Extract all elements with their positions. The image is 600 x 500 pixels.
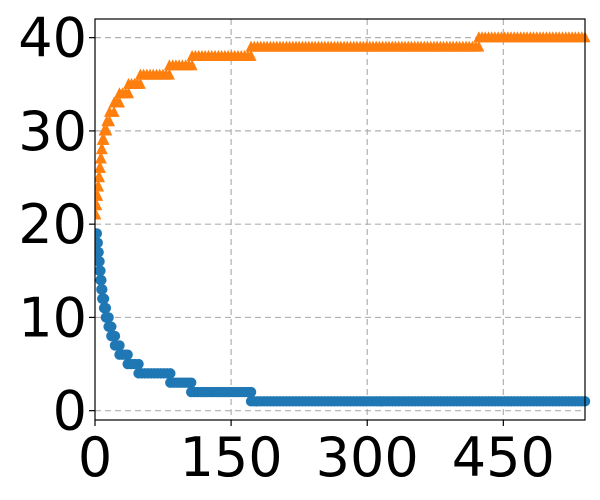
- data-point: [97, 284, 108, 295]
- series-0-circle-markers: [95, 228, 591, 407]
- series-layer: [95, 31, 591, 407]
- grid: [95, 19, 585, 420]
- data-point: [95, 171, 106, 183]
- data-point: [123, 87, 135, 99]
- data-point: [114, 340, 125, 351]
- axis-ticks: [89, 37, 504, 426]
- data-point: [104, 115, 116, 127]
- x-tick-label-0: 0: [78, 426, 112, 489]
- x-tick-label-3: 450: [452, 426, 555, 489]
- data-point: [163, 68, 175, 80]
- x-tick-label-1: 150: [180, 426, 283, 489]
- data-point: [100, 302, 112, 314]
- x-tick-label-2: 300: [316, 426, 419, 489]
- data-point: [133, 358, 144, 370]
- y-tick-label-1: 10: [18, 286, 87, 349]
- data-point: [96, 143, 108, 155]
- series-1-triangle-markers: [95, 31, 591, 220]
- data-point: [101, 124, 113, 136]
- y-tick-label-0: 0: [53, 380, 87, 443]
- data-point: [122, 349, 133, 360]
- data-point: [108, 105, 120, 117]
- data-point: [98, 133, 110, 145]
- data-point: [95, 152, 107, 164]
- y-tick-label-4: 40: [18, 7, 87, 70]
- plot-frame: [94, 18, 586, 421]
- y-tick-label-2: 20: [18, 193, 87, 256]
- data-point: [95, 265, 106, 276]
- data-point: [95, 246, 104, 258]
- tick-labels: 0 150 300 450 0 10 20 30 40: [18, 7, 555, 489]
- data-point: [95, 189, 104, 201]
- data-point: [114, 96, 125, 108]
- data-point: [95, 161, 106, 173]
- data-point: [134, 77, 146, 89]
- data-point: [95, 208, 102, 220]
- data-point: [109, 330, 121, 342]
- data-point: [95, 237, 103, 249]
- data-point: [245, 49, 257, 61]
- data-point: [186, 59, 198, 71]
- data-point: [473, 40, 485, 52]
- data-point: [95, 180, 105, 192]
- data-point: [106, 321, 117, 332]
- data-point: [185, 377, 197, 388]
- data-point: [103, 312, 114, 323]
- data-point: [95, 256, 105, 267]
- data-point: [245, 386, 257, 398]
- data-point: [96, 274, 107, 286]
- data-point: [95, 199, 103, 211]
- y-tick-label-3: 30: [18, 100, 87, 163]
- data-point: [95, 228, 103, 239]
- data-point: [165, 368, 176, 379]
- data-point: [98, 293, 110, 304]
